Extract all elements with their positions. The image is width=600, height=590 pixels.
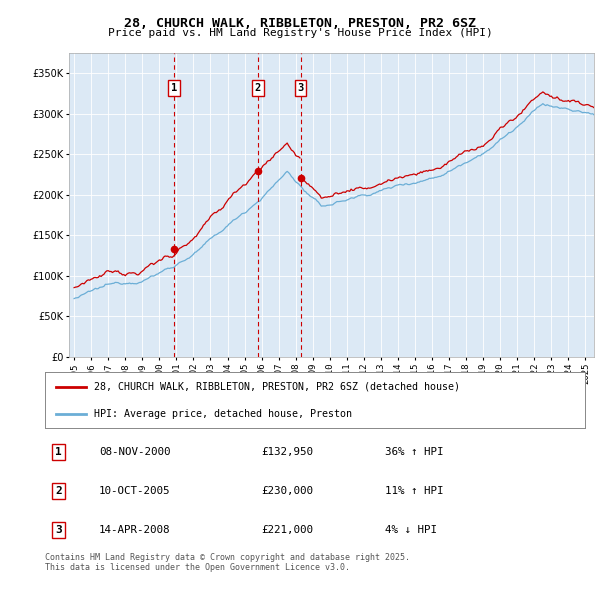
Text: HPI: Average price, detached house, Preston: HPI: Average price, detached house, Pres…	[94, 409, 352, 419]
Text: 4% ↓ HPI: 4% ↓ HPI	[385, 525, 437, 535]
Text: 3: 3	[298, 83, 304, 93]
Text: 2: 2	[255, 83, 261, 93]
Text: £230,000: £230,000	[261, 486, 313, 496]
Text: 10-OCT-2005: 10-OCT-2005	[99, 486, 170, 496]
Text: £132,950: £132,950	[261, 447, 313, 457]
Text: 28, CHURCH WALK, RIBBLETON, PRESTON, PR2 6SZ (detached house): 28, CHURCH WALK, RIBBLETON, PRESTON, PR2…	[94, 382, 460, 392]
Text: 28, CHURCH WALK, RIBBLETON, PRESTON, PR2 6SZ: 28, CHURCH WALK, RIBBLETON, PRESTON, PR2…	[124, 17, 476, 30]
Text: 3: 3	[55, 525, 62, 535]
Text: 2: 2	[55, 486, 62, 496]
Text: 36% ↑ HPI: 36% ↑ HPI	[385, 447, 444, 457]
Text: 08-NOV-2000: 08-NOV-2000	[99, 447, 170, 457]
Text: 1: 1	[55, 447, 62, 457]
Text: 1: 1	[171, 83, 177, 93]
Text: Price paid vs. HM Land Registry's House Price Index (HPI): Price paid vs. HM Land Registry's House …	[107, 28, 493, 38]
Text: Contains HM Land Registry data © Crown copyright and database right 2025.
This d: Contains HM Land Registry data © Crown c…	[45, 553, 410, 572]
Text: 11% ↑ HPI: 11% ↑ HPI	[385, 486, 444, 496]
Text: £221,000: £221,000	[261, 525, 313, 535]
Text: 14-APR-2008: 14-APR-2008	[99, 525, 170, 535]
